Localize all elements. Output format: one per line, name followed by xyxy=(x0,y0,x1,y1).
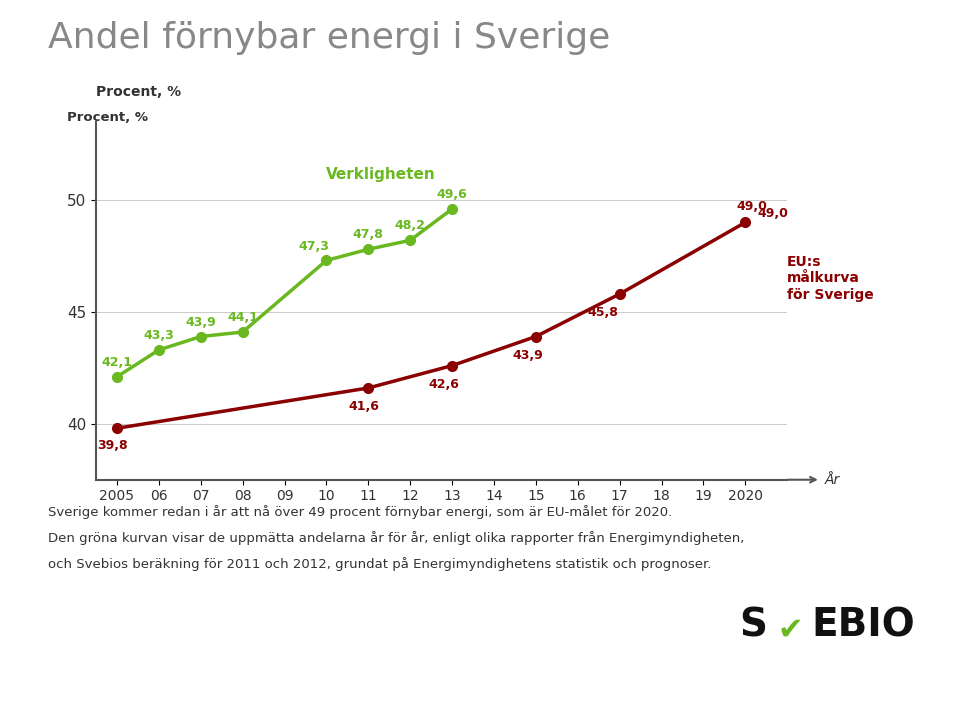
Text: 49,0: 49,0 xyxy=(757,207,789,220)
Text: ✔: ✔ xyxy=(778,615,804,644)
Text: 44,1: 44,1 xyxy=(228,311,258,324)
Text: 42,6: 42,6 xyxy=(428,378,459,391)
Text: 41,6: 41,6 xyxy=(348,400,379,413)
Text: EBIO: EBIO xyxy=(811,606,915,644)
Text: 47,3: 47,3 xyxy=(299,240,329,253)
Text: 47,8: 47,8 xyxy=(353,228,384,241)
Text: Verkligheten: Verkligheten xyxy=(326,167,436,182)
Text: 45,8: 45,8 xyxy=(588,306,618,319)
Text: Procent, %: Procent, % xyxy=(96,85,181,100)
Text: Sverige kommer redan i år att nå över 49 procent förnybar energi, som är EU-måle: Sverige kommer redan i år att nå över 49… xyxy=(48,505,672,519)
Text: och Svebios beräkning för 2011 och 2012, grundat på Energimyndighetens statistik: och Svebios beräkning för 2011 och 2012,… xyxy=(48,557,711,571)
Text: 49,6: 49,6 xyxy=(437,188,468,201)
Text: 43,9: 43,9 xyxy=(512,349,542,362)
Text: Den gröna kurvan visar de uppmätta andelarna år för år, enligt olika rapporter f: Den gröna kurvan visar de uppmätta andel… xyxy=(48,531,744,546)
Text: År: År xyxy=(825,473,840,487)
Text: 43,9: 43,9 xyxy=(185,316,216,329)
Text: 39,8: 39,8 xyxy=(98,440,128,453)
Text: Andel förnybar energi i Sverige: Andel förnybar energi i Sverige xyxy=(48,21,611,55)
Text: 48,2: 48,2 xyxy=(395,220,425,233)
Text: www.svebio.se: www.svebio.se xyxy=(864,699,941,709)
Text: 43,3: 43,3 xyxy=(143,329,174,342)
Text: Procent, %: Procent, % xyxy=(67,111,148,124)
Text: 42,1: 42,1 xyxy=(102,356,132,369)
Text: S: S xyxy=(739,606,767,644)
Text: 49,0: 49,0 xyxy=(736,200,767,213)
Text: EU:s
målkurva
för Sverige: EU:s målkurva för Sverige xyxy=(787,255,874,301)
